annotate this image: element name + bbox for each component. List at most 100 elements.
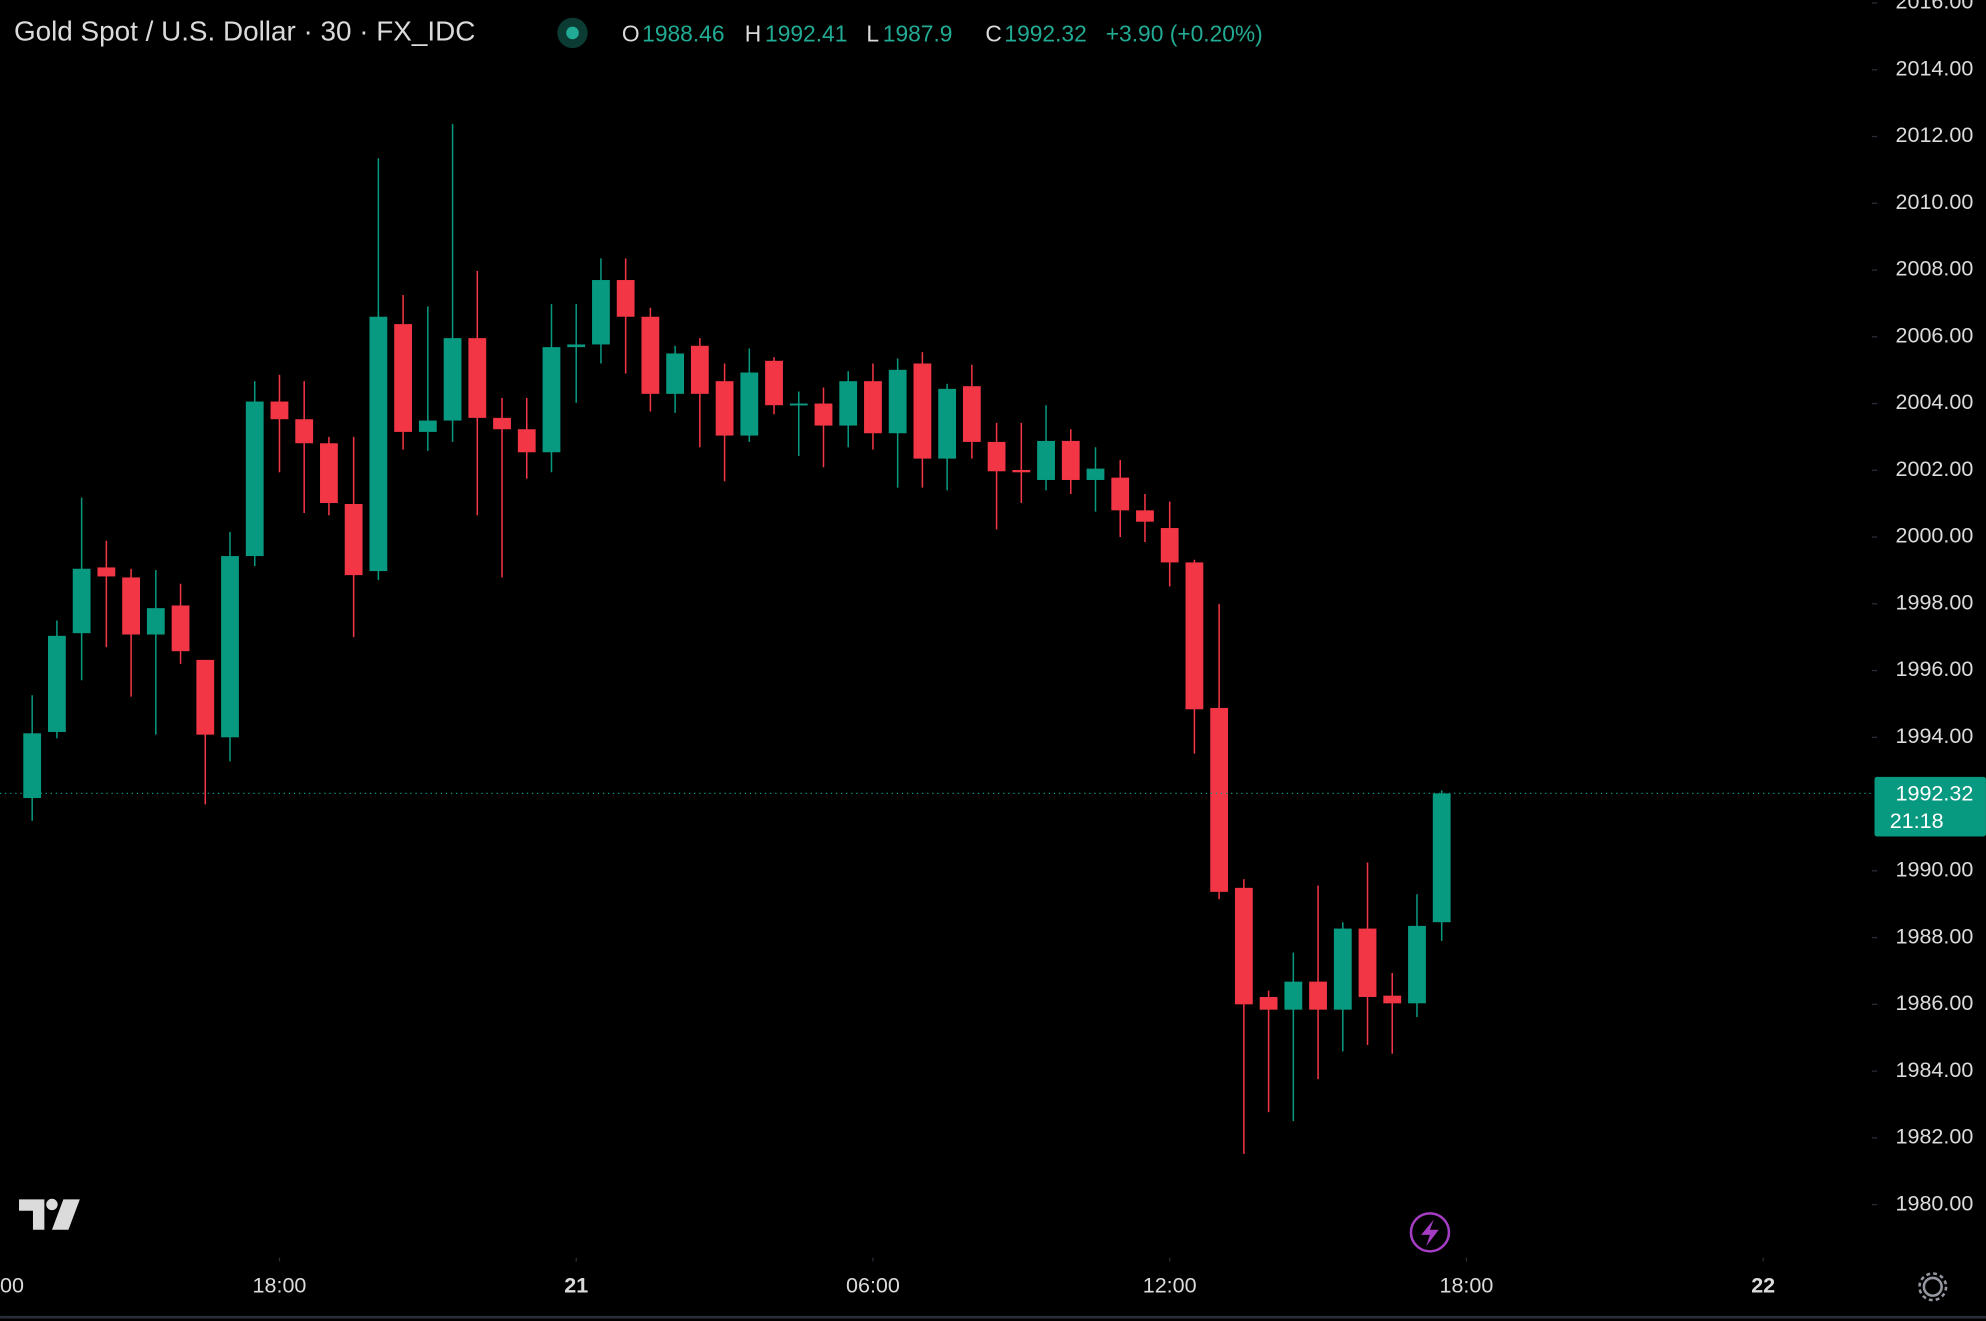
x-tick-label: 21 [564,1273,588,1297]
candle-body [1309,981,1327,1010]
candle-body [97,567,116,577]
candle-body [567,344,586,348]
x-tick-label: 12:00 [1143,1273,1197,1297]
y-tick-label: 2010.00 [1896,190,1974,214]
ohlc-label: L [866,20,879,46]
candle-body [1160,528,1179,563]
candle-body [913,363,932,459]
y-tick-label: 2004.00 [1896,390,1974,414]
y-tick-label: 1988.00 [1896,924,1974,948]
x-tick-label: 00 [0,1273,24,1297]
candle-body [122,577,140,635]
logo-part [46,1198,58,1211]
candle-body [690,345,709,394]
lightning-bolt [1421,1219,1439,1247]
candle-body [666,353,685,394]
candle-body [938,388,957,459]
candle-body [1383,995,1402,1004]
candle-body [1284,981,1303,1010]
y-tick-label: 2012.00 [1896,123,1974,147]
candle-body [1012,469,1031,473]
gear-teeth [1918,1272,1948,1302]
y-tick-label: 1984.00 [1896,1058,1974,1082]
y-tick-label: 2008.00 [1896,257,1974,281]
logo-part [19,1199,45,1230]
candle-body [1333,928,1352,1010]
candle-body [468,338,487,418]
candle-body [1408,925,1426,1004]
y-tick-label: 1998.00 [1896,590,1974,614]
candle-body [888,369,907,434]
ohlc-value: 1987.9 [883,20,953,46]
candle-body [48,635,66,732]
ohlc-label: C [985,20,1001,46]
candle-body [839,381,858,426]
price-label-box [1874,776,1986,837]
candle-body [1061,440,1080,480]
candle-body [146,608,165,635]
plot-area [0,124,1872,1154]
settings-button[interactable] [1918,1272,1948,1302]
price-change: +3.90 (+0.20%) [1106,20,1263,46]
candle-body [270,401,289,420]
candle-body [814,403,833,426]
candle-body [23,733,42,799]
candle-body [369,316,388,572]
y-tick-label: 1982.00 [1896,1125,1974,1149]
x-tick-label: 18:00 [1440,1273,1494,1297]
y-tick-label: 1980.00 [1896,1191,1974,1215]
y-tick-label: 2002.00 [1896,457,1974,481]
lightning-button[interactable] [1409,1212,1451,1253]
candle-body [715,381,734,436]
candle-body [517,429,536,453]
x-tick-label: 18:00 [253,1273,307,1297]
candle-body [616,280,635,317]
candle-body [789,403,808,406]
candle-body [1259,996,1278,1010]
y-tick-label: 2006.00 [1896,323,1974,347]
candle-body [1210,707,1229,892]
x-tick-label: 22 [1751,1273,1775,1297]
candle-body [320,443,338,504]
y-tick-label: 2016.00 [1896,0,1974,14]
candle-body [1037,440,1055,480]
y-tick-label: 2000.00 [1896,524,1974,548]
gear [1922,1276,1943,1297]
y-tick-label: 1990.00 [1896,858,1974,882]
candle-body [1432,793,1451,923]
candle-body [221,556,239,738]
candle-body [1111,477,1130,511]
candle-body [344,504,363,576]
candle-body [765,360,783,406]
y-tick-label: 1986.00 [1896,991,1974,1015]
candle-body [1358,928,1377,997]
candle-body [171,605,190,652]
candle-body [1185,562,1204,710]
candle-body [641,316,660,394]
ohlc-label: O [622,20,640,46]
ohlc-label: H [745,20,761,46]
countdown-label: 21:18 [1890,809,1944,833]
candle-body [1234,887,1253,1005]
candle-body [196,659,215,735]
candle-body [592,280,610,345]
candle-body [987,441,1006,472]
logo-part [51,1199,80,1230]
candle-body [1136,510,1154,522]
y-tick-label: 1994.00 [1896,724,1974,748]
ohlc-value: 1992.32 [1004,20,1086,46]
candle-body [418,420,437,432]
candle-body [394,324,413,432]
x-tick-label: 06:00 [846,1273,900,1297]
y-tick-label: 2014.00 [1896,56,1974,80]
candle-body [493,417,511,430]
ohlc-value: 1988.46 [642,20,724,46]
tradingview-logo[interactable] [19,1198,80,1230]
candle-body [1086,468,1105,480]
chart-title: Gold Spot / U.S. Dollar · 30 · FX_IDC [14,15,475,46]
price-label: 1992.32 [1896,781,1974,805]
candle-body [72,568,91,634]
